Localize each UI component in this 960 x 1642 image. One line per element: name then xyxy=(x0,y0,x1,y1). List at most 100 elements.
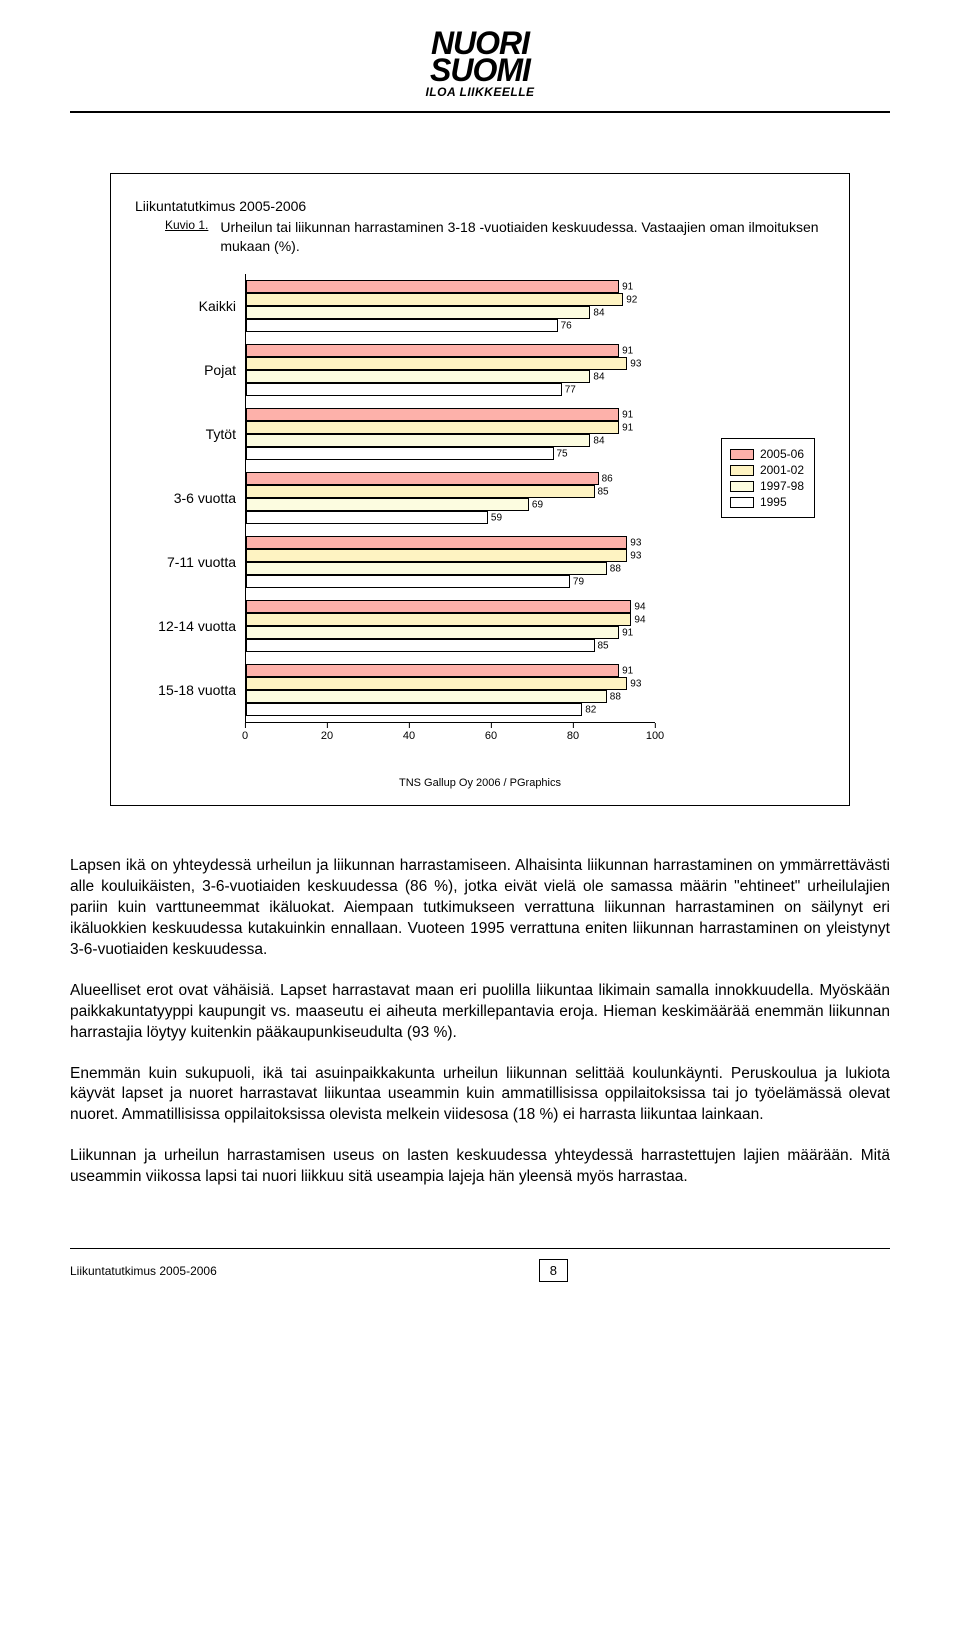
chart-x-tick-label: 80 xyxy=(567,730,579,742)
chart-bar xyxy=(246,703,582,716)
chart-bar-row: 93 xyxy=(246,357,655,370)
chart-bar-row: 84 xyxy=(246,306,655,319)
chart-x-tick: 100 xyxy=(646,723,664,742)
chart-bar-row: 91 xyxy=(246,421,655,434)
chart-bar xyxy=(246,383,562,396)
chart-bar-row: 84 xyxy=(246,434,655,447)
chart-bar-value: 93 xyxy=(630,678,641,689)
chart-x-axis: 020406080100 xyxy=(245,723,655,745)
chart-x-tick-label: 100 xyxy=(646,730,664,742)
chart-bar-row: 91 xyxy=(246,280,655,293)
chart-bar-row: 91 xyxy=(246,408,655,421)
chart-category-label: Pojat xyxy=(136,362,236,378)
chart-bar xyxy=(246,293,623,306)
chart-area: Kaikki91928476Pojat91938477Tytöt91918475… xyxy=(135,274,825,771)
chart-bar-value: 91 xyxy=(622,665,633,676)
chart-x-tick-label: 0 xyxy=(242,730,248,742)
chart-bar-value: 59 xyxy=(491,512,502,523)
chart-group: 12-14 vuotta94949185 xyxy=(246,594,655,658)
chart-bar-row: 94 xyxy=(246,613,655,626)
chart-bar xyxy=(246,664,619,677)
legend-item: 1995 xyxy=(730,495,804,509)
page-footer: Liikuntatutkimus 2005-2006 8 xyxy=(70,1248,890,1282)
header-divider xyxy=(70,111,890,113)
chart-bar-row: 94 xyxy=(246,600,655,613)
chart-study-label: Liikuntatutkimus 2005-2006 xyxy=(135,198,825,214)
chart-bar-row: 59 xyxy=(246,511,655,524)
chart-x-tick: 20 xyxy=(321,723,333,742)
chart-bar xyxy=(246,370,590,383)
chart-bar xyxy=(246,408,619,421)
chart-group: 15-18 vuotta91938882 xyxy=(246,658,655,722)
chart-bar xyxy=(246,306,590,319)
legend-swatch xyxy=(730,497,754,508)
chart-bar-value: 93 xyxy=(630,550,641,561)
legend-item: 2001-02 xyxy=(730,463,804,477)
chart-bar xyxy=(246,549,627,562)
page-number: 8 xyxy=(539,1259,568,1282)
chart-group: Kaikki91928476 xyxy=(246,274,655,338)
chart-bar-value: 79 xyxy=(573,576,584,587)
chart-bar-value: 93 xyxy=(630,537,641,548)
chart-bar-value: 77 xyxy=(565,384,576,395)
chart-bar xyxy=(246,690,607,703)
chart-bar-row: 86 xyxy=(246,472,655,485)
chart-bar-value: 76 xyxy=(561,320,572,331)
chart-x-tick-label: 60 xyxy=(485,730,497,742)
chart-bar-value: 92 xyxy=(626,294,637,305)
chart-title: Urheilun tai liikunnan harrastaminen 3-1… xyxy=(220,218,825,256)
legend-swatch xyxy=(730,465,754,476)
chart-bar xyxy=(246,472,599,485)
chart-bar-value: 93 xyxy=(630,358,641,369)
body-paragraph: Enemmän kuin sukupuoli, ikä tai asuinpai… xyxy=(70,1064,890,1127)
body-paragraph: Lapsen ikä on yhteydessä urheilun ja lii… xyxy=(70,856,890,961)
chart-bar xyxy=(246,434,590,447)
footer-divider xyxy=(70,1248,890,1249)
chart-bar xyxy=(246,344,619,357)
logo-tagline: ILOA LIIKKEELLE xyxy=(70,85,890,99)
body-paragraph: Liikunnan ja urheilun harrastamisen useu… xyxy=(70,1146,890,1188)
footer-title: Liikuntatutkimus 2005-2006 xyxy=(70,1264,217,1278)
footer-row: Liikuntatutkimus 2005-2006 8 xyxy=(70,1259,890,1282)
chart-bar-row: 93 xyxy=(246,549,655,562)
chart-bar-row: 91 xyxy=(246,664,655,677)
chart-bar-row: 82 xyxy=(246,703,655,716)
chart-x-tick: 40 xyxy=(403,723,415,742)
chart-bar-value: 88 xyxy=(610,691,621,702)
chart-bar-value: 75 xyxy=(557,448,568,459)
chart-bar-value: 85 xyxy=(598,486,609,497)
chart-bar-value: 86 xyxy=(602,473,613,484)
document-page: NUORI SUOMI ILOA LIIKKEELLE Liikuntatutk… xyxy=(0,0,960,1322)
chart-bar-row: 69 xyxy=(246,498,655,511)
chart-bar xyxy=(246,357,627,370)
chart-bar xyxy=(246,613,631,626)
chart-bar-row: 84 xyxy=(246,370,655,383)
chart-bar-row: 85 xyxy=(246,639,655,652)
chart-x-tick: 80 xyxy=(567,723,579,742)
chart-category-label: 12-14 vuotta xyxy=(136,618,236,634)
chart-category-label: 15-18 vuotta xyxy=(136,682,236,698)
chart-bar-value: 94 xyxy=(634,601,645,612)
chart-bar-row: 76 xyxy=(246,319,655,332)
chart-bar-row: 75 xyxy=(246,447,655,460)
footer-page-number-wrap: 8 xyxy=(217,1259,890,1282)
chart-bar-value: 94 xyxy=(634,614,645,625)
chart-bar xyxy=(246,626,619,639)
chart-bar-value: 91 xyxy=(622,281,633,292)
chart-bar-value: 85 xyxy=(598,640,609,651)
chart-bar-row: 92 xyxy=(246,293,655,306)
chart-title-row: Kuvio 1. Urheilun tai liikunnan harrasta… xyxy=(135,218,825,256)
chart-bar xyxy=(246,677,627,690)
chart-bar-value: 91 xyxy=(622,627,633,638)
chart-bar-row: 91 xyxy=(246,626,655,639)
chart-footer: TNS Gallup Oy 2006 / PGraphics xyxy=(135,777,825,789)
chart-legend: 2005-062001-021997-981995 xyxy=(721,438,815,518)
chart-bar-row: 88 xyxy=(246,562,655,575)
legend-label: 2005-06 xyxy=(760,447,804,461)
chart-kuvio-label: Kuvio 1. xyxy=(165,218,208,256)
logo-line2: SUOMI xyxy=(70,57,890,84)
chart-bar xyxy=(246,536,627,549)
chart-bar-row: 88 xyxy=(246,690,655,703)
chart-x-tick: 60 xyxy=(485,723,497,742)
chart-bar-row: 93 xyxy=(246,677,655,690)
